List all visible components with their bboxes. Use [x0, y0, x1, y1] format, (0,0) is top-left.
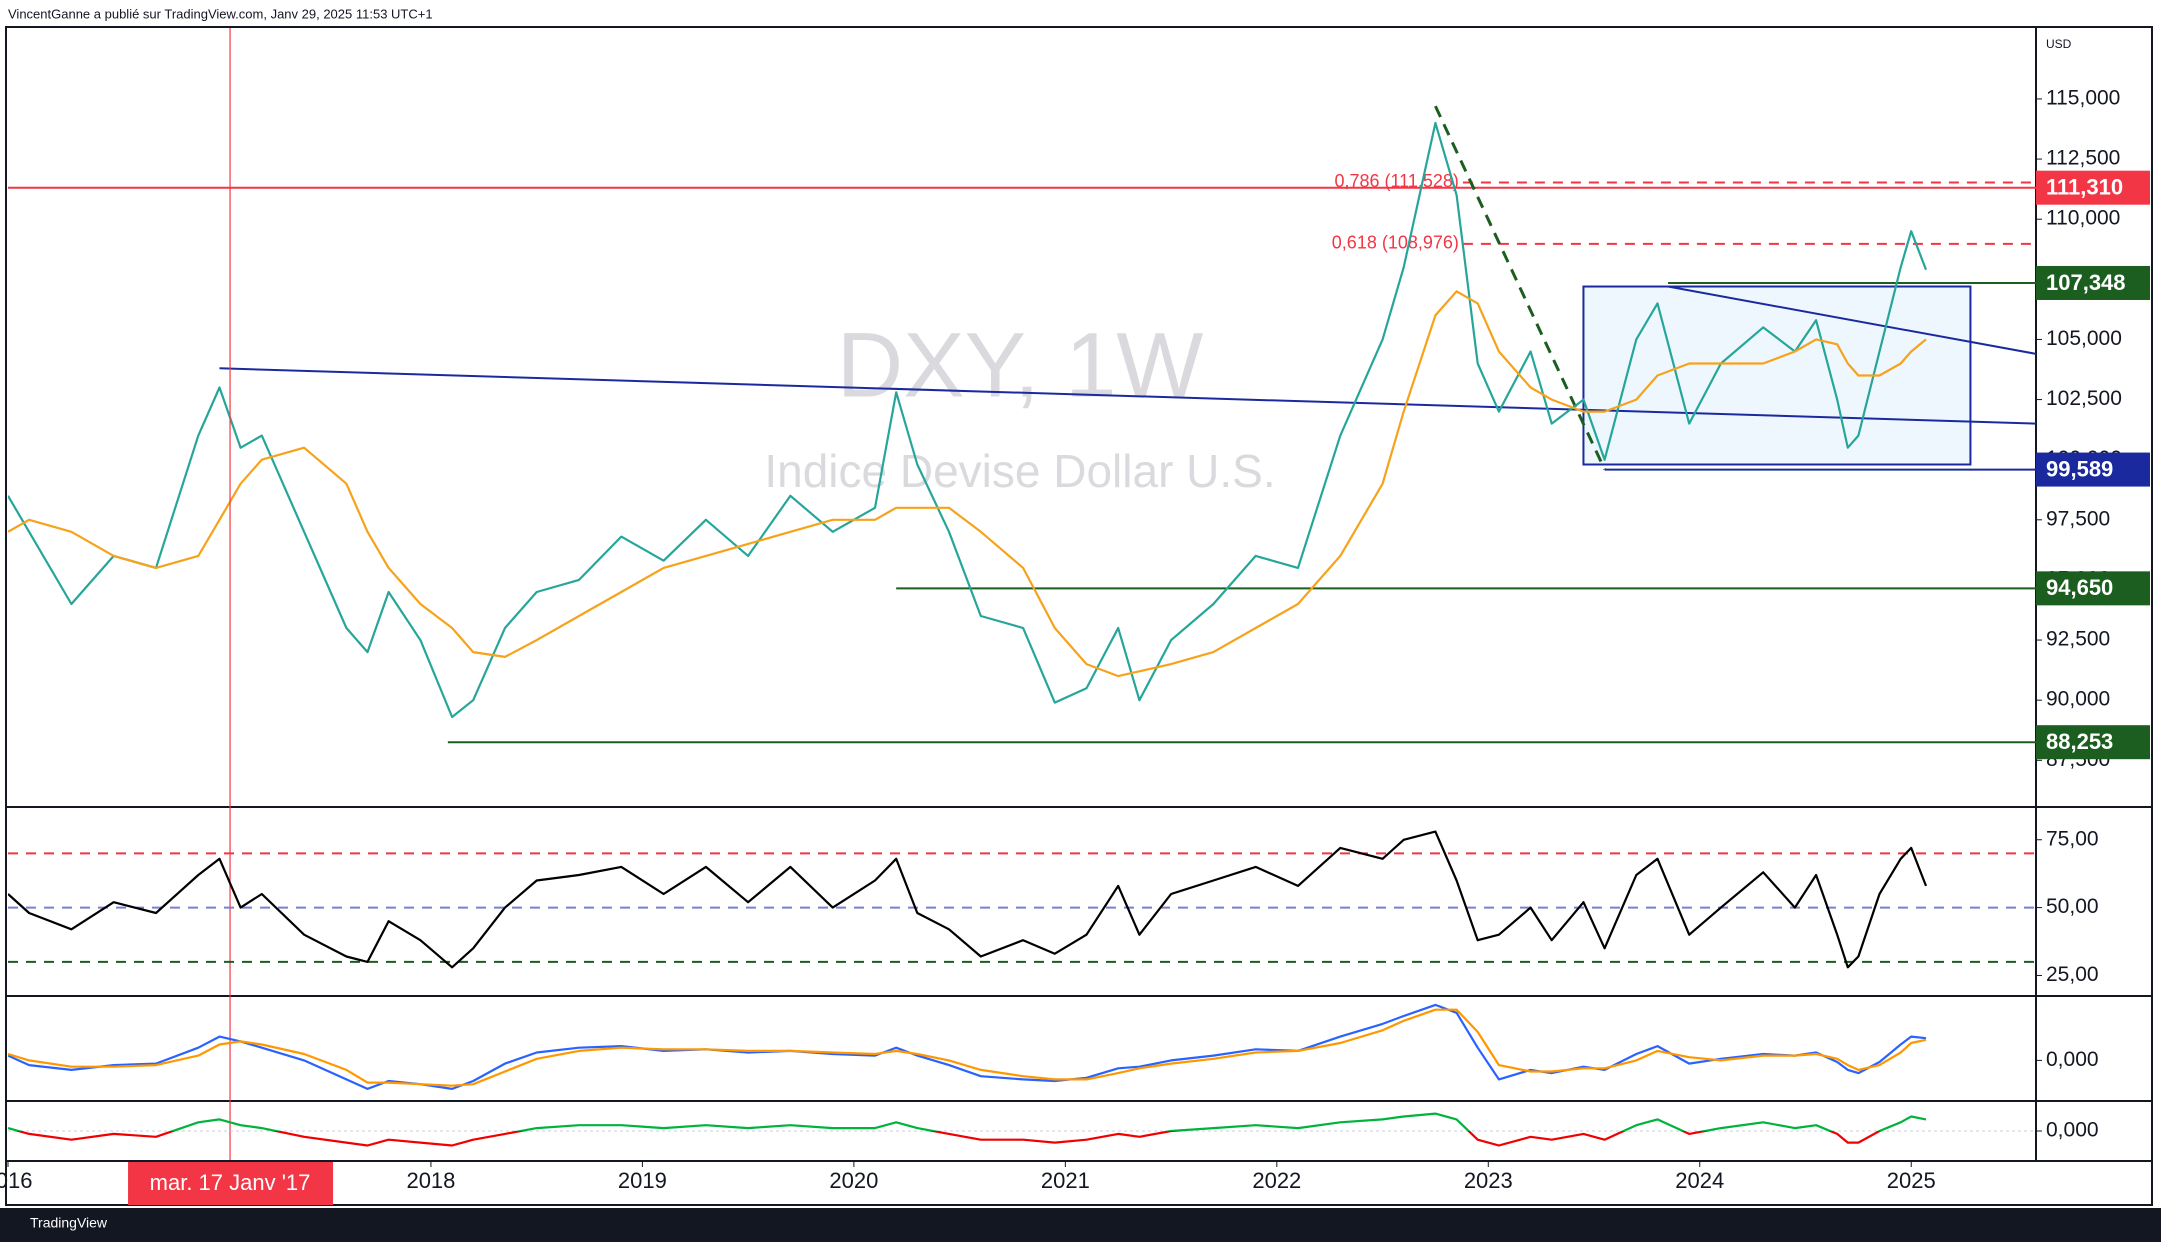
- series-line-down: [14, 1131, 1883, 1147]
- range-box: [1582, 285, 1972, 466]
- level-badge: [2036, 571, 2150, 606]
- y-tick-label: 75,00: [2046, 827, 2099, 850]
- y-tick-label: 115,000: [2046, 86, 2120, 109]
- level-badge-label: 107,348: [2046, 270, 2126, 295]
- x-tick-label: 2018: [406, 1168, 455, 1193]
- level-badge: [2036, 265, 2150, 300]
- y-tick-label: 25,00: [2046, 963, 2099, 986]
- x-tick-label: 2021: [1041, 1168, 1090, 1193]
- watermark-name: Indice Devise Dollar U.S.: [764, 445, 1275, 497]
- panel: DXY, 1W Indice Devise Dollar U.S. 0,786 (1…: [8, 105, 2036, 744]
- series-line: [8, 1008, 1927, 1087]
- trendline: [1667, 285, 2036, 355]
- panel: [8, 1003, 1927, 1090]
- fib-label: 0,618 (108,976): [1332, 233, 1459, 253]
- y-tick-label: 0,000: [2046, 1048, 2099, 1071]
- panel: [8, 1112, 2036, 1147]
- trendline: [1434, 105, 1606, 470]
- panel: [8, 830, 2036, 969]
- level-badge-label: 99,589: [2046, 456, 2113, 481]
- level-badge: [2036, 170, 2150, 205]
- currency: USD: [2046, 37, 2072, 51]
- y-tick-label: 92,500: [2046, 628, 2110, 651]
- x-tick-label: 2016: [0, 1168, 32, 1193]
- x-tick-label: 2019: [618, 1168, 667, 1193]
- footer: TradingView: [30, 1215, 108, 1231]
- level-badge-label: 88,253: [2046, 729, 2113, 754]
- x-tick-label: 2025: [1887, 1168, 1936, 1193]
- y-tick-label: 50,00: [2046, 895, 2099, 918]
- y-tick-label: 110,000: [2046, 207, 2120, 230]
- trendline: [219, 367, 2036, 425]
- level-badge-label: 111,310: [2046, 175, 2123, 200]
- crosshair-box: [128, 1162, 334, 1205]
- header: VincentGanne a publié sur TradingView.co…: [8, 6, 433, 21]
- level-badge: [2036, 725, 2150, 760]
- crosshair-label: mar. 17 Janv '17: [150, 1170, 311, 1195]
- y-tick-label: 0,000: [2046, 1119, 2099, 1142]
- frame: [5, 26, 2153, 1206]
- x-tick-label: 2024: [1675, 1168, 1724, 1193]
- series-line: [8, 290, 1927, 678]
- level-badge: [2036, 452, 2150, 487]
- y-tick-label: 112,500: [2046, 147, 2120, 170]
- x-tick-label: 2023: [1464, 1168, 1513, 1193]
- footer-bar: [0, 1208, 2161, 1242]
- series-line: [8, 830, 1928, 969]
- watermark-symbol: DXY, 1W: [837, 314, 1204, 416]
- x-tick-label: 2022: [1252, 1168, 1301, 1193]
- fib-label: 0,786 (111,528): [1334, 171, 1458, 191]
- y-tick-label: 102,500: [2046, 387, 2122, 410]
- y-tick-label: 105,000: [2046, 327, 2122, 350]
- series-line: [8, 121, 1928, 719]
- x-tick-label: 2020: [829, 1168, 878, 1193]
- level-badge-label: 94,650: [2046, 575, 2113, 600]
- y-tick-label: 90,000: [2046, 688, 2110, 711]
- y-tick-label: 97,500: [2046, 507, 2110, 530]
